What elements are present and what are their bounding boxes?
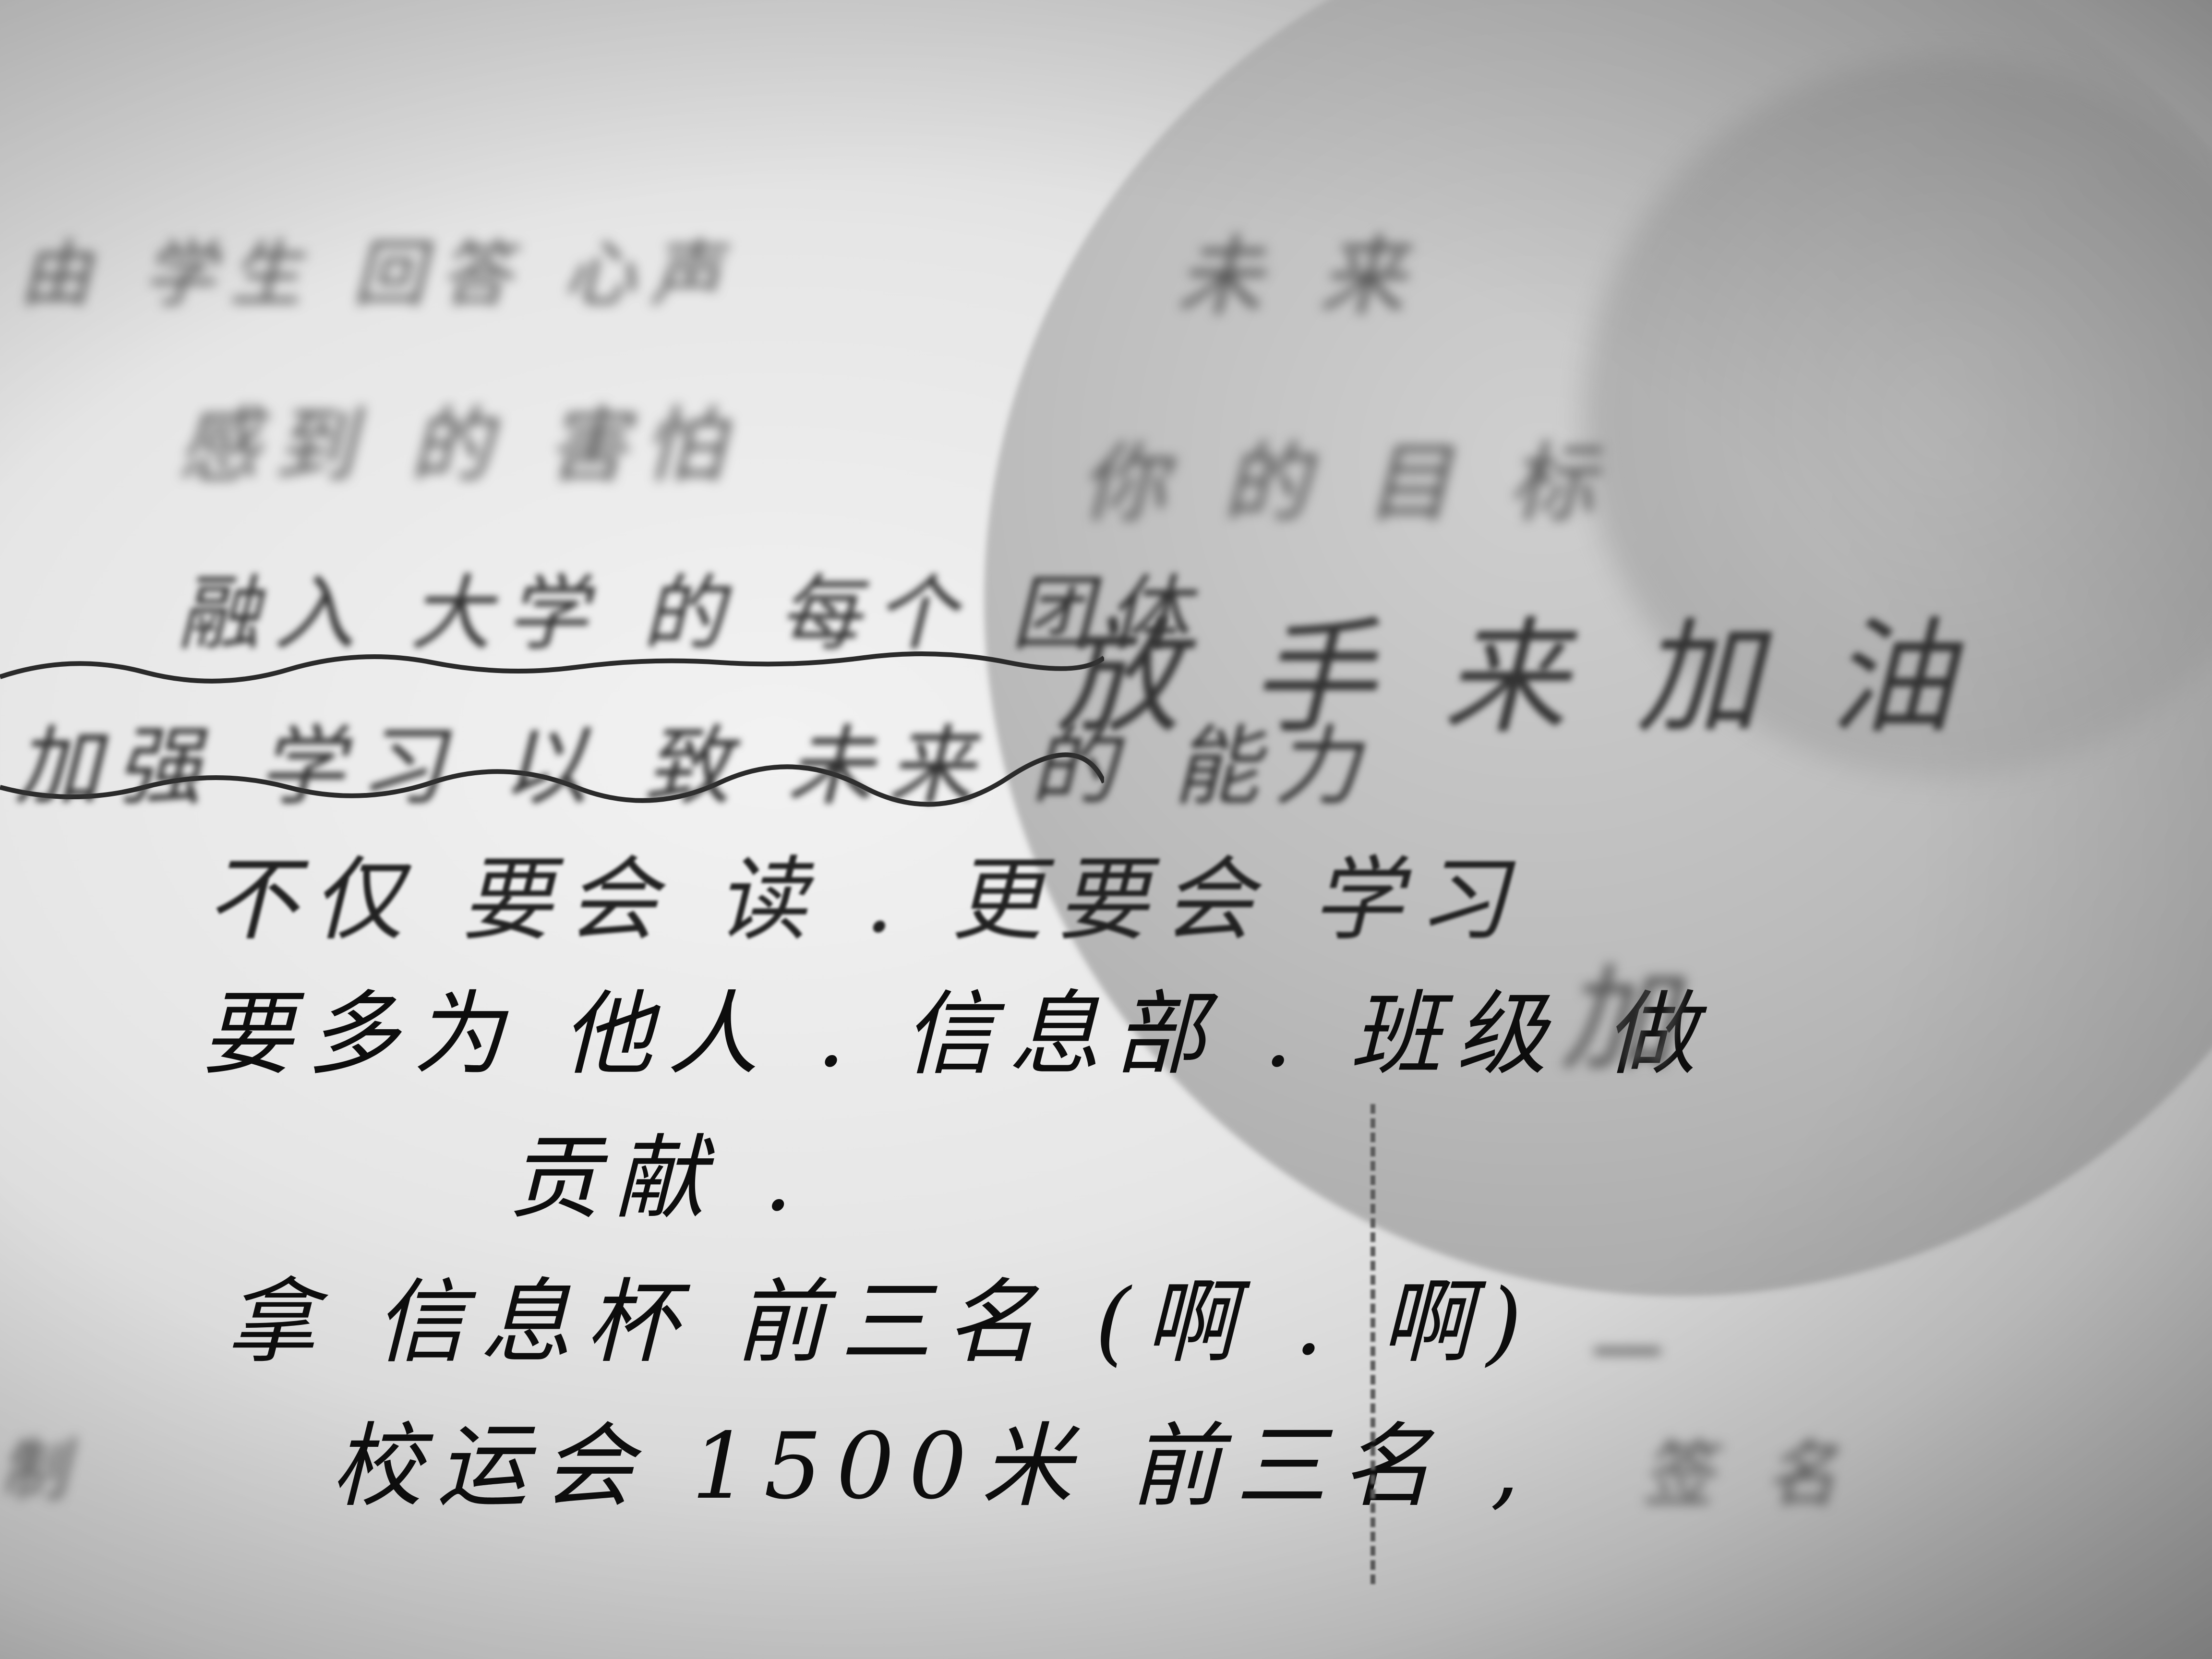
dashed-fold-line xyxy=(1370,1104,1375,1584)
note-line-4: 加强 学习 以 致 未来 的 能力 xyxy=(14,717,1375,817)
right-note-line-1: 未 来 xyxy=(1176,227,1420,327)
note-line-2: 感到 的 害怕 xyxy=(178,398,739,493)
note-line-3: 融入 大学 的 每个 团体 xyxy=(178,566,1203,661)
note-line-7: 贡献 . xyxy=(509,1125,807,1231)
note-line-8: 拿 信息杯 前三名 (啊 . 啊) xyxy=(226,1269,1537,1375)
blurred-heart-lobe xyxy=(1584,58,2212,778)
note-line-6: 要多为 他人 . 信息部 . 班级 做 xyxy=(202,981,1711,1087)
note-line-5: 不仅 要会 读 . 更要会 学习 xyxy=(206,847,1523,953)
edge-fragment: 制 xyxy=(0,1431,82,1510)
note-line-9: 校运会 1500米 前三名 , xyxy=(331,1413,1534,1519)
note-line-1: 由 学生 回答 心声 xyxy=(19,233,736,316)
right-note-line-5: 一 xyxy=(1584,1313,1671,1396)
right-note-line-2: 你 的 目 标 xyxy=(1080,433,1609,534)
wavy-highlight-border xyxy=(0,651,1104,807)
right-note-line-6: 签 名 xyxy=(1642,1433,1852,1516)
right-note-line-3: 放 手 来 加 油 xyxy=(1056,606,1969,751)
right-note-line-4: 加 xyxy=(1560,952,1690,1087)
